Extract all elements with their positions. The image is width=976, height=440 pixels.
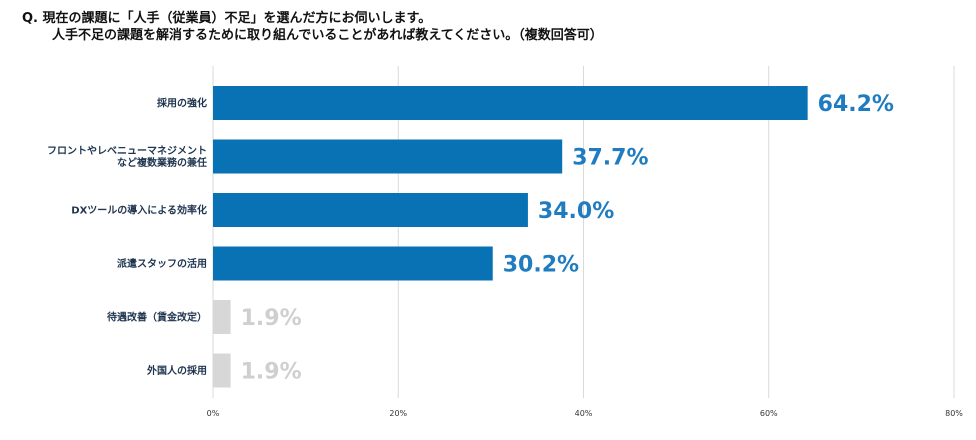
value-labels: 64.2% 37.7% 34.0% 30.2% 1.9% 1.9% — [241, 92, 894, 385]
bar — [213, 353, 231, 388]
gridlines — [212, 66, 955, 398]
category-label: フロントやレベニューマネジメント — [47, 145, 207, 157]
category-label: DXツールの導入による効率化 — [71, 204, 207, 217]
category-label: 待遇改善（賃金改定） — [107, 311, 207, 324]
x-axis-ticks: 0% 20% 40% 60% 80% — [207, 409, 964, 418]
question-line-1: Q. 現在の課題に「人手（従業員）不足」を選んだ方にお伺いします。 — [22, 10, 603, 27]
category-label: など複数業務の兼任 — [117, 156, 207, 169]
question-line-2: 人手不足の課題を解消するために取り組んでいることがあれば教えてください。（複数回… — [52, 28, 603, 43]
question-prefix: Q. — [22, 11, 38, 26]
value-label: 30.2% — [503, 253, 579, 278]
x-tick-label: 40% — [575, 409, 593, 418]
x-tick-label: 0% — [207, 409, 220, 418]
category-label: 採用の強化 — [157, 97, 207, 110]
bars — [213, 86, 808, 388]
value-label: 1.9% — [241, 360, 302, 385]
category-label: 外国人の採用 — [146, 364, 207, 377]
x-tick-label: 80% — [945, 409, 963, 418]
bar — [213, 193, 528, 227]
x-tick-label: 60% — [760, 409, 778, 418]
bar — [213, 86, 808, 120]
category-label: 派遣スタッフの活用 — [117, 257, 207, 270]
value-label: 34.0% — [538, 199, 614, 224]
bar — [213, 300, 231, 334]
x-tick-label: 20% — [389, 409, 407, 418]
question-line-1-text: 現在の課題に「人手（従業員）不足」を選んだ方にお伺いします。 — [42, 11, 432, 26]
value-label: 64.2% — [818, 92, 894, 117]
bar — [213, 139, 563, 174]
value-label: 1.9% — [241, 306, 302, 331]
question-text: Q. 現在の課題に「人手（従業員）不足」を選んだ方にお伺いします。 人手不足の課… — [22, 10, 603, 44]
bar — [213, 246, 493, 281]
value-label: 37.7% — [572, 146, 648, 171]
